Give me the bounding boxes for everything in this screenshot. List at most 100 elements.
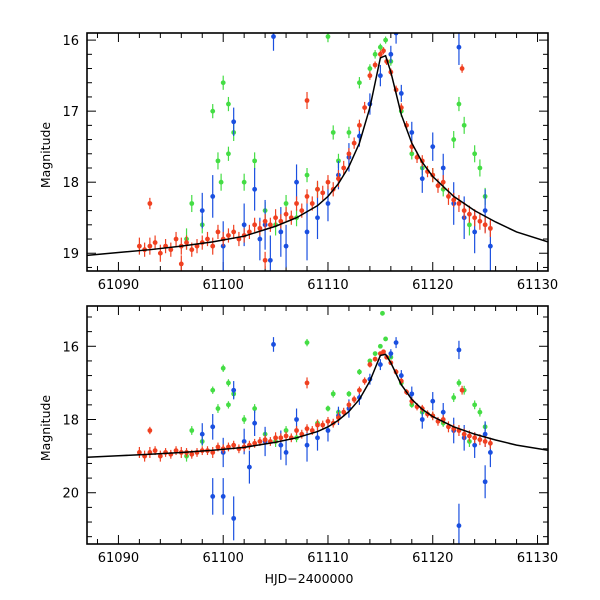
- top-blue-point: [271, 34, 276, 39]
- bottom-red-point: [278, 435, 284, 441]
- bottom-red-point: [459, 387, 465, 393]
- bottom-green-point: [325, 406, 331, 411]
- top-red-point: [273, 215, 278, 221]
- top-blue-point: [283, 243, 289, 249]
- bottom-red-point: [157, 453, 163, 459]
- bottom-blue-point: [456, 347, 462, 353]
- top-red-point: [459, 66, 465, 71]
- top-green-point: [330, 130, 336, 135]
- top-green-point: [372, 51, 378, 57]
- top-green-point: [383, 37, 389, 43]
- bottom-blue-point: [482, 479, 488, 485]
- top-blue-point: [278, 229, 284, 235]
- top-green-point: [304, 172, 310, 178]
- top-red-point: [246, 229, 252, 235]
- top-red-point: [477, 218, 483, 224]
- top-red-point: [461, 208, 467, 214]
- bottom-red-point: [273, 435, 278, 441]
- top-blue-point: [294, 179, 299, 185]
- top-red-point: [341, 165, 347, 171]
- bottom-green-point: [226, 402, 231, 408]
- top-red-point: [435, 183, 441, 189]
- bottom-green-point: [357, 369, 362, 375]
- top-red-point: [294, 201, 299, 206]
- top-green-point: [220, 80, 226, 86]
- bottom-green-point: [383, 336, 389, 342]
- bottom-green-point: [451, 395, 457, 400]
- bottom-green-point: [330, 391, 336, 397]
- bottom-blue-point: [271, 342, 276, 347]
- top-red-point: [283, 211, 289, 217]
- top-blue-point: [241, 222, 247, 228]
- top-red-point: [351, 140, 357, 146]
- top-red-point: [189, 247, 195, 253]
- top-blue-point: [472, 229, 478, 235]
- bottom-blue-point: [246, 464, 252, 470]
- bottom-red-point: [215, 444, 221, 450]
- bottom-red-point: [341, 409, 347, 415]
- bottom-blue-point: [231, 515, 237, 521]
- top-ytick-label: 16: [62, 34, 79, 49]
- bottom-blue-point: [304, 442, 310, 448]
- bottom-green-point: [346, 391, 352, 397]
- bottom-green-point: [477, 409, 483, 415]
- top-red-point: [309, 201, 315, 206]
- bottom-red-point: [152, 448, 158, 454]
- top-red-point: [381, 48, 386, 54]
- bottom-red-point: [320, 422, 326, 428]
- top-red-point: [252, 222, 258, 228]
- top-ytick-label: 18: [62, 176, 79, 191]
- bottom-red-point: [210, 450, 216, 455]
- top-ytick-label: 17: [62, 105, 79, 120]
- top-xtick-label: 61090: [98, 278, 139, 293]
- bottom-red-point: [467, 433, 472, 439]
- top-red-point: [377, 51, 383, 57]
- top-red-point: [304, 98, 310, 103]
- top-green-point: [226, 151, 231, 157]
- bottom-red-point: [294, 428, 299, 433]
- top-blue-point: [440, 165, 446, 171]
- top-green-point: [325, 34, 331, 39]
- bottom-ytick-label: 20: [62, 487, 79, 502]
- bottom-ylabel: Magnitude: [38, 395, 53, 462]
- bottom-red-point: [372, 356, 378, 362]
- top-blue-point: [231, 119, 237, 125]
- bottom-blue-point: [472, 442, 478, 448]
- bottom-red-point: [309, 428, 315, 433]
- bottom-red-point: [304, 380, 310, 386]
- top-red-point: [215, 229, 221, 235]
- top-red-point: [325, 179, 331, 185]
- bottom-xtick-label: 61130: [517, 551, 558, 566]
- top-red-point: [346, 151, 352, 157]
- top-red-point: [456, 201, 462, 206]
- bottom-red-point: [304, 426, 310, 432]
- top-green-point: [357, 80, 362, 86]
- bottom-red-point: [461, 431, 467, 437]
- top-green-point: [451, 137, 457, 142]
- bottom-green-point: [372, 351, 378, 356]
- top-red-point: [157, 250, 163, 256]
- top-green-point: [377, 44, 383, 50]
- top-xtick-label: 61100: [203, 278, 244, 293]
- bottom-blue-point: [315, 435, 320, 441]
- bottom-blue-point: [283, 450, 289, 455]
- bottom-green-point: [367, 358, 373, 364]
- top-red-point: [357, 122, 362, 128]
- top-blue-point: [419, 176, 425, 182]
- top-red-point: [205, 236, 210, 242]
- bottom-green-point: [304, 340, 310, 346]
- bottom-red-point: [346, 402, 352, 408]
- top-blue-point: [487, 243, 493, 249]
- top-red-point: [451, 197, 457, 203]
- top-red-point: [487, 225, 493, 231]
- top-model-curve: [87, 54, 548, 257]
- top-red-point: [267, 222, 273, 228]
- top-green-point: [252, 158, 258, 164]
- top-green-point: [472, 151, 478, 157]
- bottom-red-point: [257, 439, 263, 444]
- top-red-point: [147, 201, 153, 206]
- bottom-green-point: [241, 417, 247, 422]
- bottom-blue-point: [388, 351, 394, 356]
- bottom-green-point: [226, 380, 231, 386]
- top-blue-point: [388, 51, 394, 57]
